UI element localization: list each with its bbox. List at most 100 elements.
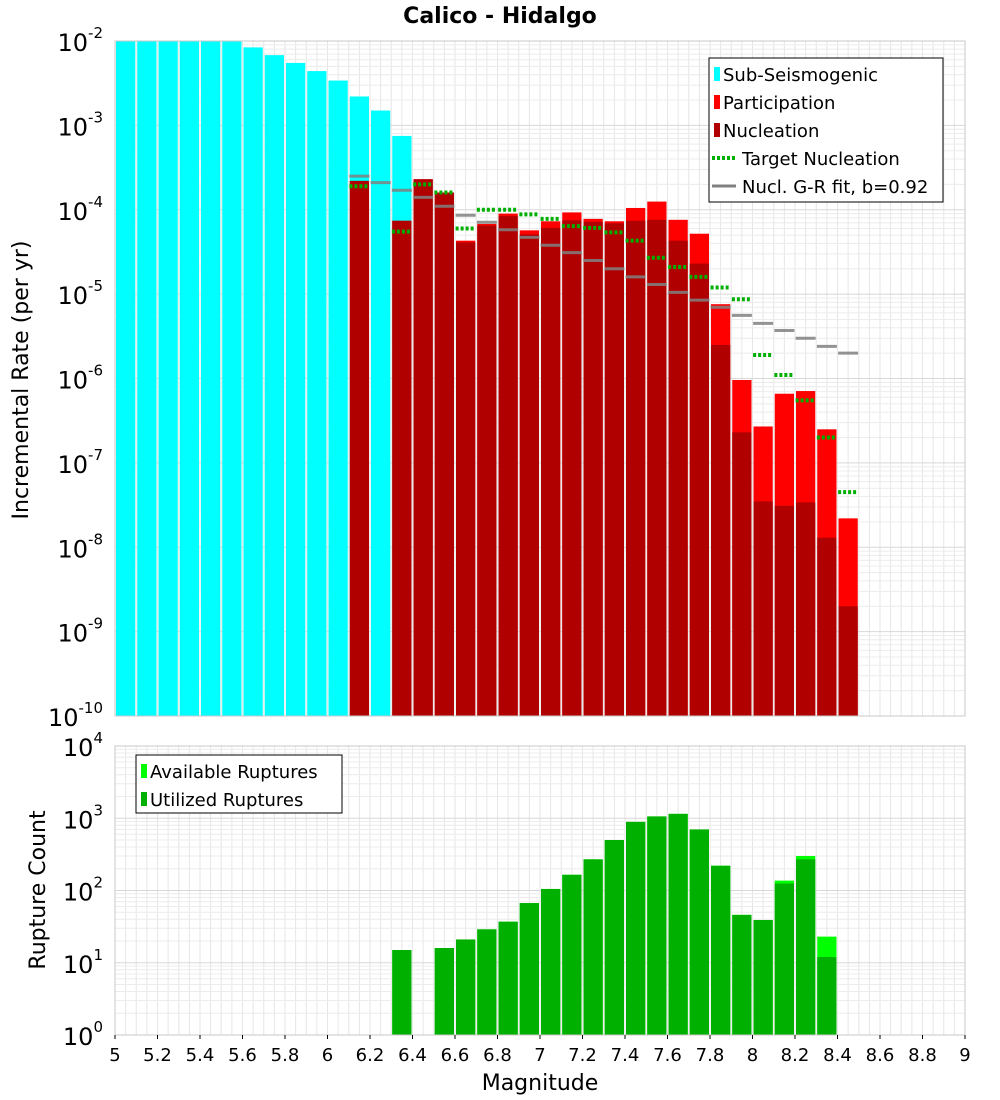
top-bar (264, 55, 284, 716)
top-series-target-nucleation (349, 182, 859, 495)
x-tick-label: 6.8 (483, 1045, 512, 1066)
top-bar (647, 219, 667, 717)
bottom-legend-swatch (141, 792, 147, 806)
bottom-y-tick-label: 103 (63, 801, 103, 834)
top-y-tick-label: 10-9 (57, 615, 103, 648)
top-bar (626, 220, 646, 716)
bottom-bar (732, 914, 752, 1035)
top-legend-label: Target Nucleation (741, 149, 900, 170)
top-bar (668, 240, 688, 717)
bottom-bar (456, 939, 476, 1035)
x-tick-label: 8.6 (866, 1045, 895, 1066)
x-tick-label: 8 (747, 1045, 758, 1066)
top-legend-label: Nucl. G-R fit, b=0.92 (742, 177, 928, 198)
bottom-bar (562, 874, 582, 1035)
top-series-nucleation (349, 179, 858, 717)
top-y-tick-label: 10-7 (57, 446, 103, 479)
top-bar (201, 41, 221, 716)
bottom-bar (434, 948, 454, 1035)
bottom-legend: Available Ruptures Utilized Ruptures (135, 754, 343, 814)
x-tick-label: 5 (109, 1045, 120, 1066)
bottom-bar (583, 859, 603, 1035)
bottom-bar (392, 950, 412, 1035)
top-bar (711, 344, 731, 716)
top-bar (817, 537, 837, 716)
top-bar (498, 216, 518, 717)
bottom-y-tick-label: 100 (63, 1018, 103, 1051)
x-tick-label: 6.2 (356, 1045, 385, 1066)
top-bar (562, 220, 582, 717)
x-tick-label: 6.6 (441, 1045, 470, 1066)
top-bar (583, 221, 603, 716)
x-tick-label: 7.2 (568, 1045, 597, 1066)
top-bar (838, 606, 858, 716)
top-bar (137, 41, 157, 716)
top-y-tick-label: 10-2 (57, 24, 103, 57)
x-tick-label: 9 (959, 1045, 970, 1066)
x-tick-label: 6 (322, 1045, 333, 1066)
top-series-nucl-g-r-fit-b-0-92 (349, 174, 859, 355)
top-bar (179, 41, 199, 716)
bottom-bar (817, 957, 837, 1035)
top-y-tick-label: 10-6 (57, 362, 103, 395)
x-tick-label: 5.8 (271, 1045, 300, 1066)
x-tick-label: 8.8 (908, 1045, 937, 1066)
bottom-bar (647, 816, 667, 1035)
bottom-y-tick-label: 101 (63, 946, 103, 979)
bottom-legend-swatch (141, 764, 147, 778)
top-bar (434, 192, 454, 717)
top-bar (753, 501, 773, 716)
top-legend-label: Participation (723, 93, 835, 114)
chart-title: Calico - Hidalgo (403, 4, 597, 29)
bottom-bar (519, 903, 539, 1035)
top-bar (222, 41, 242, 716)
top-plot-border (114, 40, 966, 717)
top-bar (732, 432, 752, 716)
top-bar (541, 227, 561, 716)
top-y-tick-label: 10-3 (57, 108, 103, 141)
bottom-legend-label: Utilized Ruptures (150, 790, 303, 811)
top-bar (604, 223, 624, 716)
top-bar (328, 80, 348, 716)
x-tick-label: 5.2 (143, 1045, 172, 1066)
top-legend: Sub-Seismogenic Participation Nucleation Ta… (708, 57, 944, 203)
top-bar (796, 502, 816, 716)
top-y-tick-label: 10-8 (57, 530, 103, 563)
top-series-sub-seismogenic (116, 41, 433, 717)
bottom-bar (689, 829, 709, 1035)
top-bar (371, 110, 391, 716)
top-legend-label: Sub-Seismogenic (723, 65, 878, 86)
top-bar (413, 179, 433, 716)
top-bar (349, 180, 369, 716)
top-legend-swatch (714, 95, 720, 109)
bottom-y-tick-label: 102 (63, 874, 103, 907)
x-tick-label: 7.6 (653, 1045, 682, 1066)
bottom-series-utilized-ruptures (392, 813, 837, 1035)
bottom-bar (796, 859, 816, 1035)
bottom-bar (541, 888, 561, 1035)
bottom-y-axis-label: Rupture Count (26, 810, 51, 970)
top-bar (243, 47, 263, 717)
top-bar (774, 505, 794, 716)
bottom-bar (498, 921, 518, 1035)
x-tick-label: 7 (534, 1045, 545, 1066)
top-legend-swatch (714, 67, 720, 81)
bottom-legend-label: Available Ruptures (150, 762, 318, 783)
x-tick-label: 8.2 (781, 1045, 810, 1066)
top-panel: 10-2 10-3 10-4 10-5 10-6 10-7 10-8 10-9 10-10 Sub… (48, 24, 966, 732)
top-bar (392, 220, 412, 716)
top-y-tick-label: 10-5 (57, 277, 103, 310)
top-legend-label: Nucleation (723, 121, 819, 142)
bottom-bar (774, 883, 794, 1035)
x-tick-labels: 5 5.2 5.4 5.6 5.8 6 6.2 6.4 6.6 6.8 7 7.2 7.4 7.6 7.8 8… (109, 1035, 971, 1066)
x-tick-label: 5.6 (228, 1045, 257, 1066)
top-y-tick-label: 10-4 (57, 193, 103, 226)
bottom-y-tick-label: 104 (63, 729, 103, 762)
x-tick-label: 7.4 (611, 1045, 640, 1066)
x-tick-label: 6.4 (398, 1045, 427, 1066)
top-y-axis-label: Incremental Rate (per yr) (9, 241, 34, 520)
top-bar (519, 234, 539, 716)
top-bar (456, 242, 476, 716)
top-bar (307, 71, 327, 716)
